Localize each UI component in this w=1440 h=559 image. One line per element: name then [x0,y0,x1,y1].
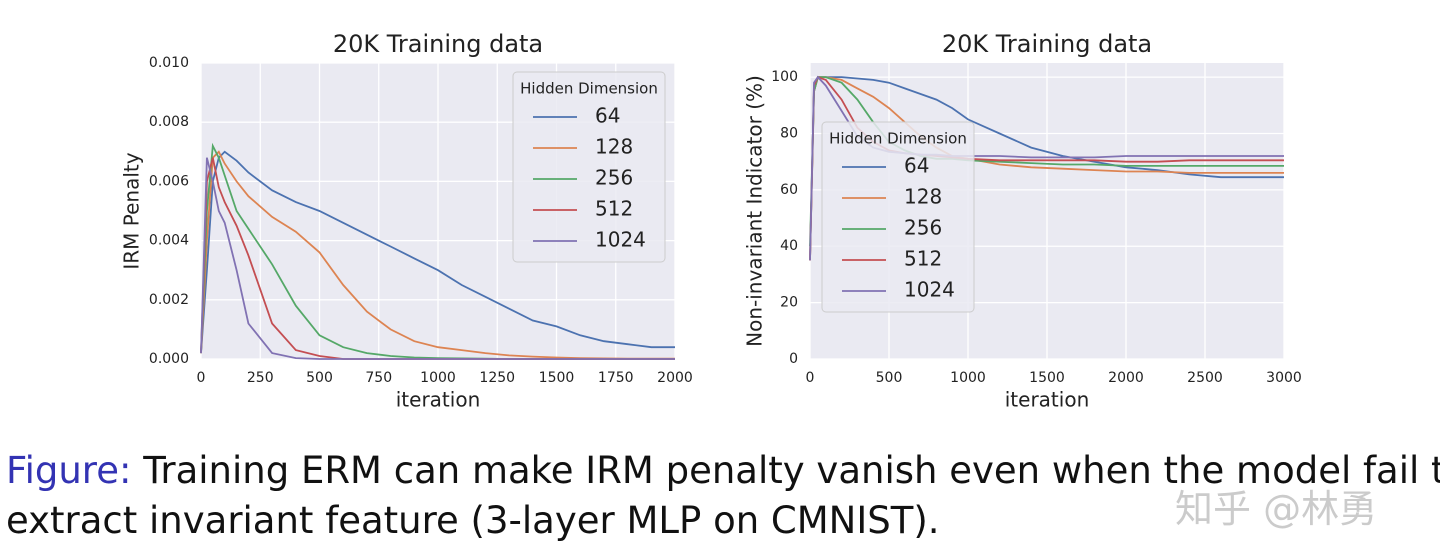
legend-label: 1024 [904,278,955,302]
caption-line: Figure: Training ERM can make IRM penalt… [6,452,1440,489]
y-tick-label: 100 [771,69,798,85]
legend-title: Hidden Dimension [829,130,967,148]
watermark: 知乎 @林勇 [1175,487,1378,531]
y-tick-label: 0.008 [149,114,189,130]
x-tick-label: 500 [306,370,333,386]
y-tick-label: 0.010 [149,55,189,71]
x-tick-label: 2500 [1187,370,1223,386]
x-axis-label: iteration [396,388,481,412]
x-tick-label: 1000 [420,370,456,386]
x-tick-label: 0 [197,370,206,386]
legend-label: 256 [904,216,942,240]
charts: 0 250 500 750 1000 1250 1500 1750 20000.0000.002… [120,30,1302,412]
x-tick-label: 1750 [598,370,634,386]
x-tick-label: 750 [365,370,392,386]
caption-line: extract invariant feature (3-layer MLP o… [6,499,940,542]
y-tick-label: 80 [780,125,798,141]
x-tick-label: 2000 [657,370,693,386]
legend-label: 256 [595,166,633,190]
legend-label: 512 [904,247,942,271]
y-axis-label: Non-invariant Indicator (%) [743,75,767,347]
legend-label: 512 [595,197,633,221]
x-tick-label: 1500 [1029,370,1065,386]
legend: Hidden Dimension 64 128 256 512 1024 [512,71,666,263]
x-tick-label: 1500 [539,370,575,386]
y-tick-label: 0 [789,351,798,367]
x-tick-label: 1250 [479,370,515,386]
y-tick-label: 40 [780,238,798,254]
legend-label: 64 [595,104,620,128]
legend: Hidden Dimension 64 128 256 512 1024 [821,121,975,313]
x-axis-label: iteration [1005,388,1090,412]
y-tick-label: 20 [780,295,798,311]
y-tick-label: 0.000 [149,351,189,367]
x-tick-label: 0 [806,370,815,386]
x-tick-label: 500 [876,370,903,386]
x-tick-label: 1000 [950,370,986,386]
y-tick-label: 0.004 [149,233,189,249]
y-tick-label: 0.006 [149,173,189,189]
chart-title: 20K Training data [333,30,543,58]
legend-label: 128 [904,185,942,209]
legend-label: 128 [595,135,633,159]
caption-text: Training ERM can make IRM penalty vanish… [143,449,1440,492]
x-tick-label: 3000 [1266,370,1302,386]
x-tick-label: 250 [247,370,274,386]
legend-label: 1024 [595,228,646,252]
y-tick-label: 0.002 [149,292,189,308]
legend-box [821,121,975,313]
series-line [200,150,675,354]
caption-label: Figure: [6,449,132,492]
y-axis-label: IRM Penalty [120,152,144,269]
legend-title: Hidden Dimension [520,80,658,98]
x-tick-label: 2000 [1108,370,1144,386]
legend-label: 64 [904,154,929,178]
chart-title: 20K Training data [942,30,1152,58]
legend-box [512,71,666,263]
series-line [200,157,675,360]
y-tick-label: 60 [780,182,798,198]
